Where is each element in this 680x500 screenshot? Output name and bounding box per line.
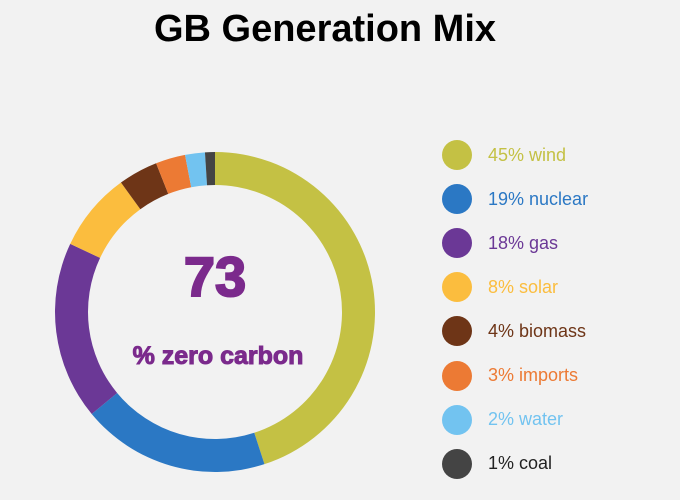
legend-item-wind: 45% wind [442,133,672,177]
slice-coal [204,152,215,186]
legend-swatch-nuclear [442,184,472,215]
center-label: % zero carbon [133,342,304,370]
legend-label-water: 2% water [488,409,564,430]
legend-swatch-coal [442,448,472,479]
legend-label-nuclear: 19% nuclear [488,188,589,209]
legend-item-gas: 18% gas [442,221,672,265]
legend-swatch-wind [442,140,472,171]
legend-item-coal: 1% coal [442,442,672,486]
slice-solar [70,182,141,258]
legend-swatch-solar [442,272,472,303]
legend: 45% wind 19% nuclear 18% gas 8% solar 4% bio… [442,133,672,486]
slice-wind [215,152,375,465]
legend-swatch-biomass [442,316,472,347]
legend-item-biomass: 4% biomass [442,309,672,353]
slice-gas [55,243,118,414]
legend-item-water: 2% water [442,398,672,442]
legend-item-nuclear: 19% nuclear [442,177,672,221]
donut-slices [55,152,375,473]
legend-label-gas: 18% gas [488,232,559,253]
chart-title: GB Generation Mix [153,8,497,50]
legend-label-biomass: 4% biomass [488,320,587,341]
legend-swatch-gas [442,228,472,259]
legend-label-wind: 45% wind [488,144,567,165]
legend-label-imports: 3% imports [488,365,579,386]
center-value: 73 [184,245,246,308]
legend-label-solar: 8% solar [488,276,559,297]
legend-label-coal: 1% coal [488,453,553,474]
legend-swatch-water [442,404,472,435]
legend-swatch-imports [442,360,472,391]
slice-biomass [120,163,169,210]
legend-item-imports: 3% imports [442,353,672,397]
slice-water [185,152,208,188]
slice-imports [156,154,192,194]
slice-nuclear [91,392,265,473]
legend-item-solar: 8% solar [442,265,672,309]
